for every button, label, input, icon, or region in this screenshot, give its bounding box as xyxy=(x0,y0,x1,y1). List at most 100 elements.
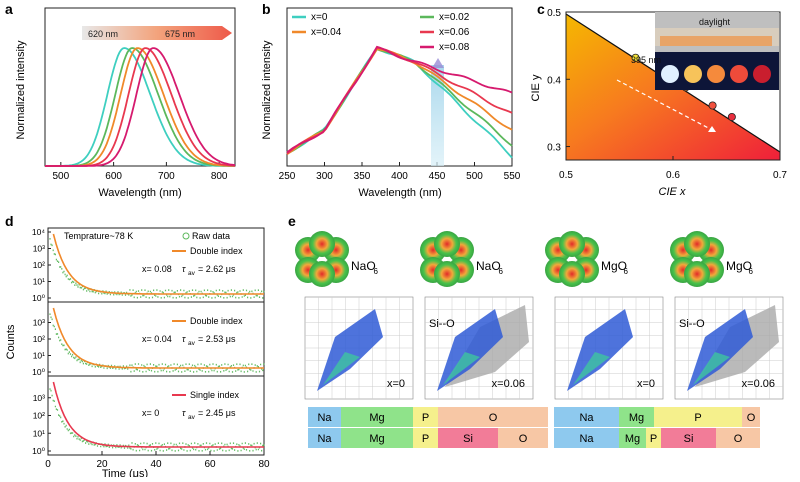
uv-label: 395 nm xyxy=(631,55,661,65)
plots-e: x=0 x=0.06 Si--O x=0 x=0.06 Si--O xyxy=(304,296,784,400)
excitation-curve-x=0.06 xyxy=(286,46,513,155)
scatter-plot-2: x=0 xyxy=(554,296,664,400)
ytick-label-d: 10⁴ xyxy=(32,227,45,237)
ytick-label-d: 10¹ xyxy=(33,351,45,361)
composition-label: O xyxy=(734,433,743,445)
excitation-curve-x=0.04 xyxy=(286,47,513,155)
ytick-label-d: 10³ xyxy=(33,318,45,328)
panel-letter-c: c xyxy=(537,1,545,17)
panel-a: a Normalized intensity Wavelength (nm) 5… xyxy=(5,1,236,199)
composition-label: O xyxy=(519,433,528,445)
composition-segment-P xyxy=(413,407,438,427)
composition-label: P xyxy=(650,433,657,445)
composition-segment-Na xyxy=(554,407,619,427)
panel-letter-e: e xyxy=(288,213,296,229)
xtick-label-b: 300 xyxy=(316,171,333,182)
tau-value: = 2.62 μs xyxy=(198,264,236,274)
composition-label: Mg xyxy=(629,412,644,424)
arrow-end-label: 675 nm xyxy=(165,29,195,39)
tau-subscript: av xyxy=(188,340,196,347)
xtick-label-d: 20 xyxy=(96,459,108,470)
ytick-label-d: 10¹ xyxy=(33,428,45,438)
composition-segment-O xyxy=(438,407,548,427)
ytick-label-d: 10³ xyxy=(33,244,45,254)
xtick-label-d: 40 xyxy=(150,459,162,470)
x-value-label: x= 0.08 xyxy=(142,264,172,274)
composition-label: Na xyxy=(579,433,594,445)
composition-segment-Mg xyxy=(341,407,413,427)
arrow-start-label: 620 nm xyxy=(88,29,118,39)
orbital-label: MgO xyxy=(726,259,752,273)
ytick-label-d: 10⁰ xyxy=(32,446,45,456)
composition-segment-Na xyxy=(554,428,619,448)
composition-label: Mg xyxy=(369,433,384,445)
ylabel-d: Counts xyxy=(5,324,17,359)
daylight-label: daylight xyxy=(699,17,731,27)
ylabel-b: Normalized intensity xyxy=(261,40,273,140)
ytick-label-c: 0.4 xyxy=(547,75,561,86)
composition-label: Na xyxy=(317,412,332,424)
composition-segment-Si xyxy=(438,428,498,448)
composition-label: P xyxy=(694,412,701,424)
axes-frame-a xyxy=(44,7,236,167)
tau-value: = 2.45 μs xyxy=(198,408,236,418)
panel-letter-a: a xyxy=(5,1,13,17)
orbital-lobe xyxy=(684,231,710,257)
xlabel-a: Wavelength (nm) xyxy=(98,187,181,199)
orbital-subscript: 6 xyxy=(374,267,379,276)
ylabel-c: CIE y xyxy=(530,74,542,101)
x-value-label: x=0 xyxy=(637,378,655,390)
ytick-label-d: 10² xyxy=(33,411,45,421)
ytick-label-d: 10² xyxy=(33,260,45,270)
composition-label: Na xyxy=(579,412,594,424)
composition-segment-O xyxy=(716,428,760,448)
composition-label: P xyxy=(422,412,429,424)
xlabel-d: Time (μs) xyxy=(102,468,148,477)
xtick-label-b: 500 xyxy=(466,171,483,182)
composition-label: P xyxy=(422,433,429,445)
ylabel-a: Normalized intensity xyxy=(15,40,27,140)
composition-label: Mg xyxy=(369,412,384,424)
excitation-curve-x=0 xyxy=(286,47,513,159)
curves-a xyxy=(45,47,236,167)
x-value-label: x=0.06 xyxy=(492,378,525,390)
orbital-lobe xyxy=(559,261,585,287)
xtick-label-d: 0 xyxy=(45,459,51,470)
xtick-label-b: 350 xyxy=(354,171,371,182)
x-value-label: x= 0.04 xyxy=(142,334,172,344)
composition-segment-Na xyxy=(308,428,341,448)
composition-bars: Na Mg P ONa Mg P Si ONa Mg P ONa Mg P Si O xyxy=(308,407,760,448)
composition-label: Mg xyxy=(625,433,640,445)
xtick-label-b: 550 xyxy=(504,171,521,182)
xtick-label-b: 400 xyxy=(391,171,408,182)
bond-tag: Si--O xyxy=(429,318,455,330)
yticks-d: 10⁰ 10¹ 10² 10³ 10⁴ 10⁰ 10¹ 10² 10³ 10⁰ 10¹ 10² 10³ xyxy=(32,227,51,456)
composition-segment-O xyxy=(498,428,548,448)
xtick-label-b: 450 xyxy=(429,171,446,182)
cie-point xyxy=(708,101,717,110)
cie-point xyxy=(631,53,640,62)
xtick-label-c: 0.7 xyxy=(773,170,787,181)
xlabel-b: Wavelength (nm) xyxy=(358,187,441,199)
tau-subscript: av xyxy=(188,270,196,277)
band-arrow xyxy=(432,58,444,68)
fit-curve xyxy=(52,381,264,448)
orbital-lobe xyxy=(559,231,585,257)
orbital-label: NaO xyxy=(476,259,501,273)
density-core xyxy=(323,352,360,385)
density-core xyxy=(573,352,610,385)
ytick-label-d: 10¹ xyxy=(33,277,45,287)
xlabel-c: CIE x xyxy=(659,186,686,198)
panel-b: b Normalized intensity Wavelength (nm) 2… xyxy=(261,1,521,199)
ytick-label-d: 10² xyxy=(33,334,45,344)
legend-label: x=0.04 xyxy=(311,27,342,38)
fit-curve xyxy=(52,233,264,295)
composition-segment-Mg xyxy=(619,428,646,448)
composition-segment-P xyxy=(646,428,661,448)
composition-label: Si xyxy=(463,433,473,445)
curves-b xyxy=(286,45,513,159)
